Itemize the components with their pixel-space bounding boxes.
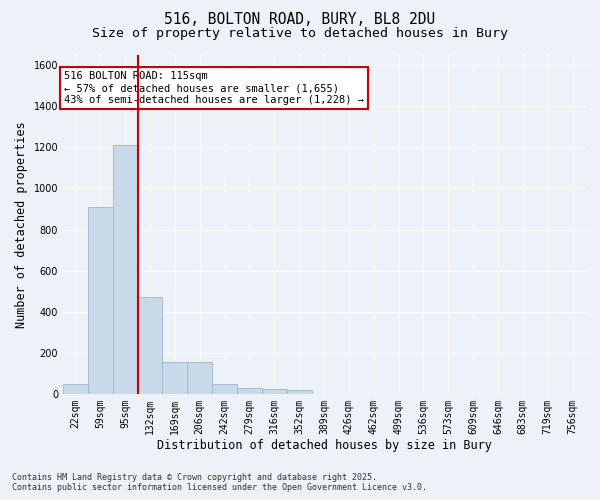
Y-axis label: Number of detached properties: Number of detached properties [15, 121, 28, 328]
Bar [237, 388, 262, 394]
Text: 516 BOLTON ROAD: 115sqm
← 57% of detached houses are smaller (1,655)
43% of semi: 516 BOLTON ROAD: 115sqm ← 57% of detache… [64, 72, 364, 104]
Bar [262, 388, 287, 394]
Bar [163, 362, 187, 394]
Bar [63, 384, 88, 394]
Bar [287, 390, 311, 394]
Bar [113, 146, 137, 394]
Bar [187, 362, 212, 394]
Text: Contains HM Land Registry data © Crown copyright and database right 2025.
Contai: Contains HM Land Registry data © Crown c… [12, 473, 427, 492]
X-axis label: Distribution of detached houses by size in Bury: Distribution of detached houses by size … [157, 440, 491, 452]
Bar [137, 298, 163, 394]
Bar [88, 207, 113, 394]
Text: Size of property relative to detached houses in Bury: Size of property relative to detached ho… [92, 28, 508, 40]
Bar [212, 384, 237, 394]
Text: 516, BOLTON ROAD, BURY, BL8 2DU: 516, BOLTON ROAD, BURY, BL8 2DU [164, 12, 436, 28]
